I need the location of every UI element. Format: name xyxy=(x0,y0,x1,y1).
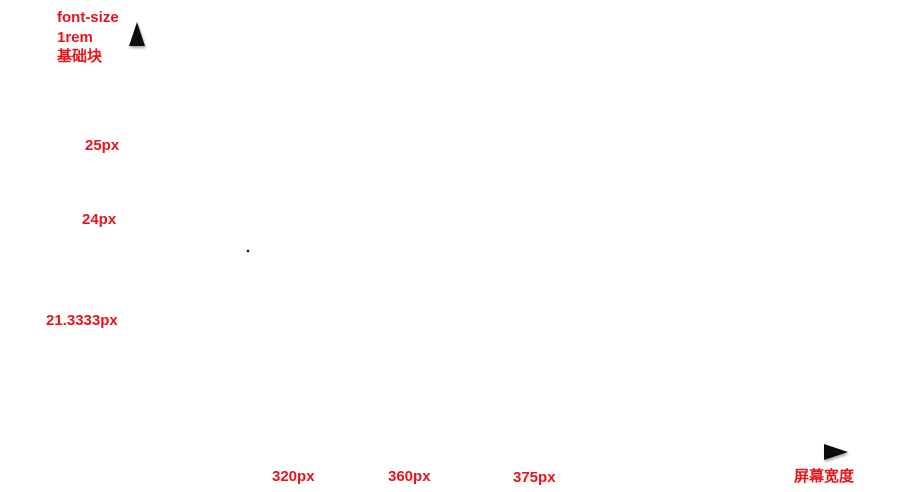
x-tick-label: 320px xyxy=(272,468,315,485)
x-axis-label: 屏幕宽度 xyxy=(794,467,855,485)
y-tick-label: 24px xyxy=(82,211,117,228)
y-title-line-2: 1rem xyxy=(57,29,93,46)
y-tick-label: 25px xyxy=(85,137,120,154)
stray-dot xyxy=(246,249,250,253)
x-axis-arrow-icon xyxy=(824,444,848,460)
y-title-line-3: 基础块 xyxy=(56,47,103,65)
y-axis-arrow-icon xyxy=(129,22,145,46)
y-title-line-1: font-size xyxy=(57,9,119,26)
y-tick-label: 21.3333px xyxy=(46,312,118,329)
x-tick-label: 375px xyxy=(513,469,556,486)
x-tick-label: 360px xyxy=(388,468,431,485)
